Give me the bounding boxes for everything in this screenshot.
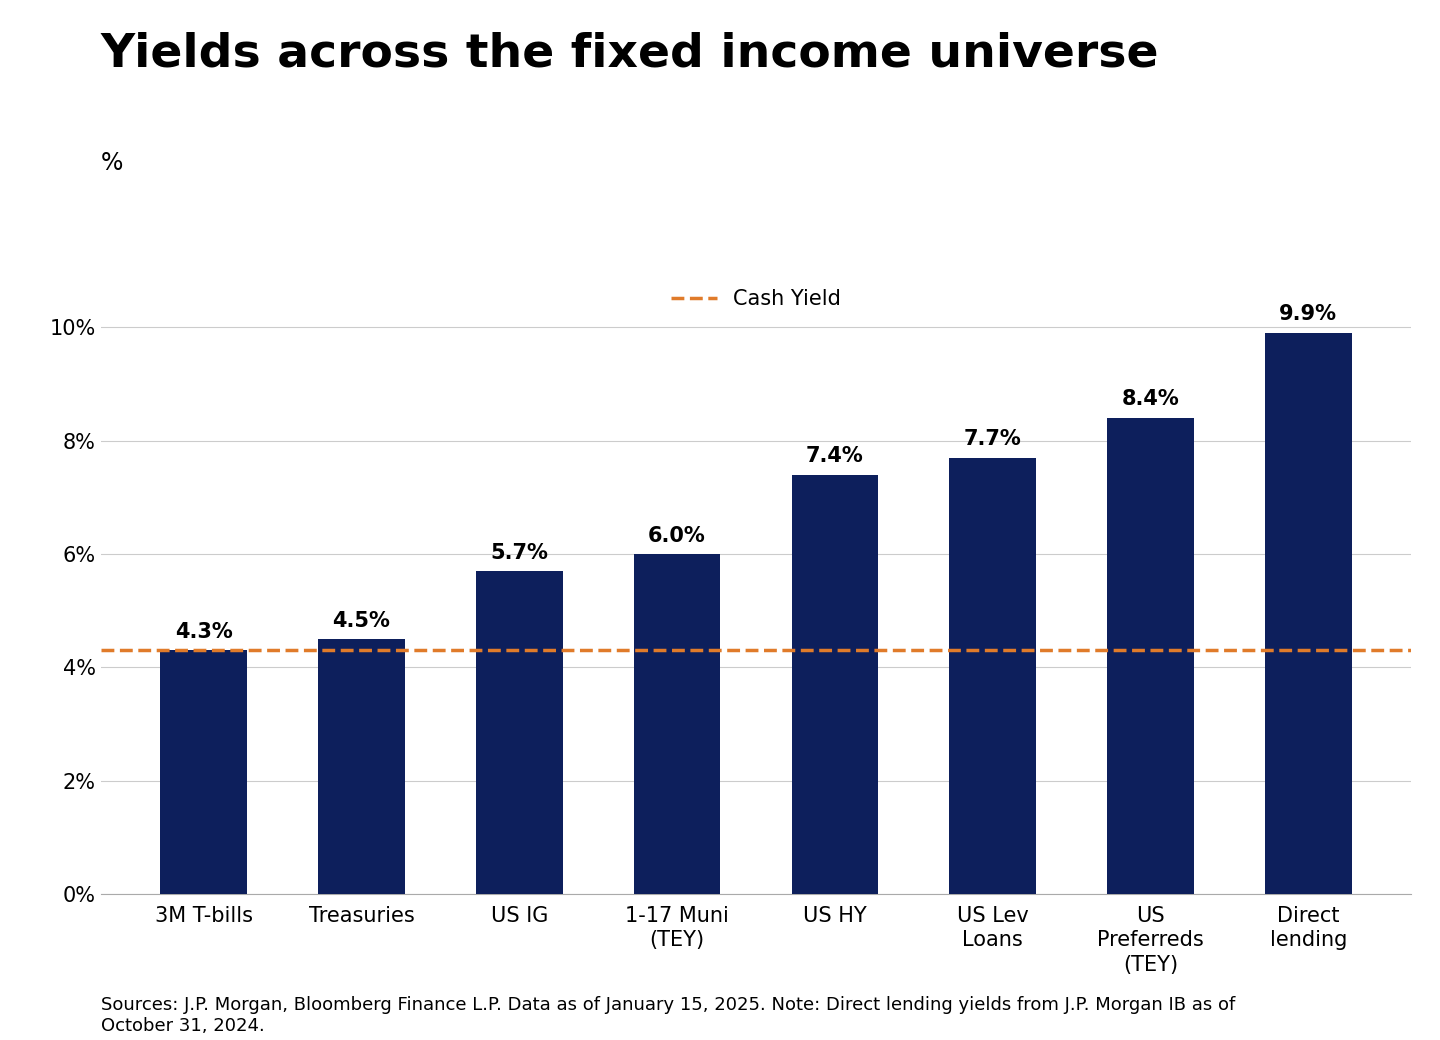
Text: 9.9%: 9.9% <box>1279 305 1338 324</box>
Bar <box>1107 418 1194 894</box>
Text: 8.4%: 8.4% <box>1122 389 1179 410</box>
Bar <box>160 650 248 894</box>
Text: 5.7%: 5.7% <box>491 543 549 563</box>
Text: Yields across the fixed income universe: Yields across the fixed income universe <box>101 31 1159 76</box>
Legend: Cash Yield: Cash Yield <box>662 281 850 317</box>
Bar <box>949 458 1035 894</box>
Bar <box>318 640 405 894</box>
Text: 6.0%: 6.0% <box>648 525 706 546</box>
Text: %: % <box>101 151 124 175</box>
Text: 7.7%: 7.7% <box>963 430 1021 449</box>
Text: 7.4%: 7.4% <box>806 446 864 466</box>
Bar <box>477 571 563 894</box>
Bar <box>634 554 720 894</box>
Bar <box>1264 333 1352 894</box>
Text: 4.5%: 4.5% <box>333 610 390 630</box>
Text: Sources: J.P. Morgan, Bloomberg Finance L.P. Data as of January 15, 2025. Note: : Sources: J.P. Morgan, Bloomberg Finance … <box>101 996 1236 1035</box>
Text: 4.3%: 4.3% <box>174 622 233 642</box>
Bar <box>792 474 878 894</box>
